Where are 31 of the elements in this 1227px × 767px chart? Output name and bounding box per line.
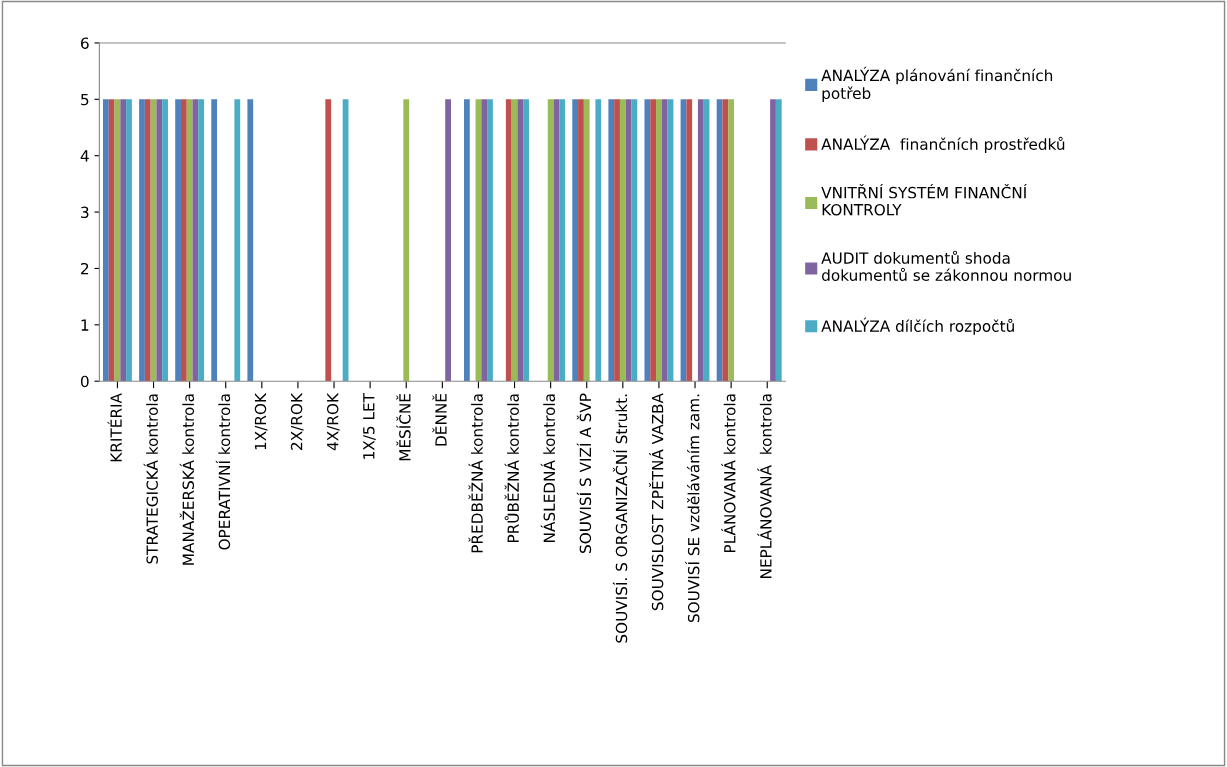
x-tick-label: SOUVISÍ S VIZÍ A ŠVP <box>576 393 592 553</box>
x-tick-label: NEPLÁNOVANÁ kontrola <box>757 394 772 579</box>
y-tick-label: 6 <box>81 37 89 49</box>
x-tick-label: 1X/ROK <box>254 392 268 450</box>
y-tick-label: 5 <box>81 93 89 106</box>
x-tick-label: STRATEGICKÁ kontrola <box>143 394 158 564</box>
y-tick-label: 2 <box>81 262 89 275</box>
x-tick-label: NÁSLEDNÁ kontrola <box>540 394 556 542</box>
x-tick-label: PLÁNOVANÁ kontrola <box>721 394 736 553</box>
legend-label: ANALÝZA finančních prostředků <box>821 135 1065 153</box>
x-tick-label: DĚNNĚ <box>432 393 447 446</box>
x-tick-label: PRŮBĚŽNÁ kontrola <box>504 394 519 543</box>
legend-label: AUDIT dokumentů shoda dokumentů se zákonnou normou <box>821 250 1071 281</box>
legend-label: ANALÝZA dílčích rozpočtů <box>821 317 1014 335</box>
legend-label: VNITŘNÍ SYSTÉM FINANČNÍ KONTROLY <box>821 184 1027 216</box>
y-tick-label: 4 <box>80 150 89 162</box>
y-tick-label: 0 <box>80 375 89 388</box>
x-tick-label: OPERATIVNÍ kontrola <box>215 394 231 550</box>
x-tick-label: 1X/5 LET <box>363 392 376 459</box>
x-tick-label: 4X/ROK <box>326 392 340 451</box>
x-tick-label: SOUVISÍ SE vzděláváním zam. <box>685 394 700 623</box>
x-tick-label: 2X/ROK <box>290 392 304 450</box>
x-tick-label: SOUVISLOST ZPĚTNÁ VAZBA <box>649 393 664 611</box>
x-tick-label: PŘEDBĚŽNÁ kontrola <box>468 394 483 553</box>
y-tick-label: 3 <box>81 206 89 219</box>
x-tick-label: KRITÉRIA <box>107 393 122 462</box>
x-tick-label: MANAŽERSKÁ kontrola <box>179 394 195 565</box>
legend-label: ANALÝZA plánování finančních potřeb <box>821 66 1053 102</box>
x-tick-label: MĚSÍČNĚ <box>396 393 411 461</box>
y-tick-label: 1 <box>81 319 89 331</box>
x-tick-label: SOUVISÍ. S ORGANIZAČNÍ Strukt. <box>612 394 628 643</box>
